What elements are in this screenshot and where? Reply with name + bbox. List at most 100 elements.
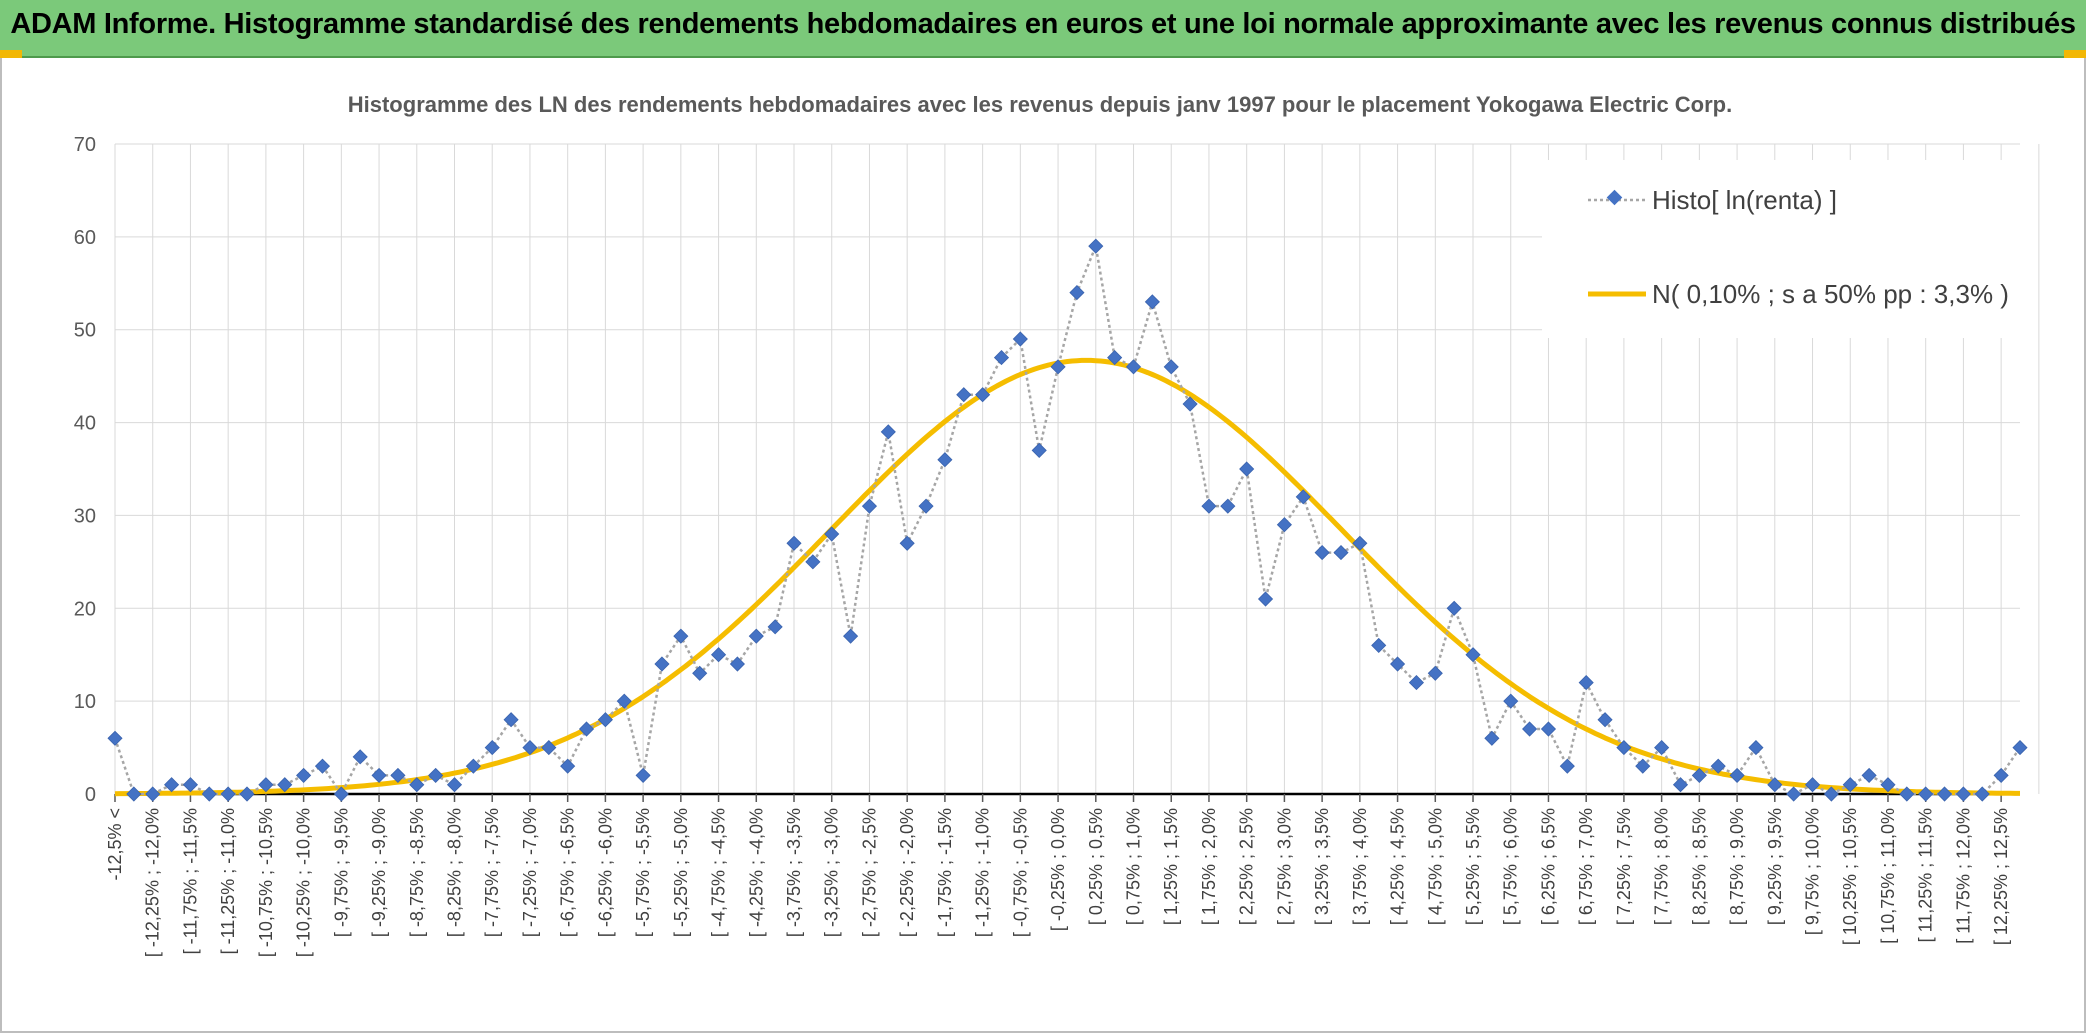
histogram-point [843,628,859,644]
histogram-point [503,712,519,728]
histogram-point [314,758,331,774]
histogram-point [1823,786,1839,802]
histogram-point [1842,777,1858,793]
x-tick-label: [ -0,25% ; 0,0% [1048,808,1068,931]
histogram-point [1578,675,1594,691]
histogram-point [729,656,745,672]
histogram-point [937,452,953,468]
x-tick-label: [ 2,75% ; 3,0% [1274,808,1294,925]
x-tick-label: [ 5,25% ; 5,5% [1463,808,1483,925]
histogram-point [1390,656,1406,672]
plot-area [107,238,2028,802]
x-tick-label: [ -5,25% ; -5,0% [671,808,691,937]
histogram-point [975,387,991,403]
x-tick-label: [ 7,25% ; 7,5% [1614,808,1634,925]
x-tick-label: [ -11,75% ; -11,5% [180,808,200,954]
histogram-point [220,786,236,802]
x-tick-label: [ 10,25% ; 10,5% [1840,808,1860,945]
histogram-point [1974,786,1990,802]
report-banner: ADAM Informe. Histogramme standardisé de… [0,0,2086,58]
histogram-point [1710,758,1726,774]
histogram-point [1597,712,1613,728]
histogram-point [899,535,915,551]
histogram-point [107,730,123,746]
histogram-point [673,628,689,644]
x-tick-label: -12,5% < [105,808,125,881]
report-title: ADAM Informe. Histogramme standardisé de… [10,8,2076,40]
histogram-point [182,777,199,793]
histogram-point [164,777,180,793]
histogram-point [1672,777,1689,793]
histogram-point [616,693,632,709]
histogram-point [1654,740,1670,756]
histogram-point [578,721,595,737]
histogram-point [597,712,613,728]
legend: Histo[ ln(renta) ] N( 0,10% ; s a 50% pp… [1542,160,2022,338]
histogram-point [1918,786,1934,802]
histogram-point [1125,359,1142,375]
x-tick-label: [ 2,25% ; 2,5% [1237,808,1257,925]
histogram-point [390,767,406,783]
x-tick-label: [ -9,25% ; -9,0% [369,808,389,937]
x-tick-label: [ 0,75% ; 1,0% [1124,808,1144,925]
x-tick-label: [ 1,25% ; 1,5% [1161,808,1181,925]
histogram-point [748,628,764,644]
histogram-point [1993,767,2009,783]
y-tick-label: 60 [74,227,96,249]
x-tick-label: [ 12,25% ; 12,5% [1991,808,2011,945]
x-tick-label: [ 10,75% ; 11,0% [1878,808,1898,944]
y-tick-label: 70 [74,134,96,156]
histogram-point [145,786,161,802]
x-tick-label: [ -7,25% ; -7,0% [520,808,540,937]
histogram-point [1955,786,1971,802]
histogram-point [1804,777,1821,793]
x-tick-label: [ -2,75% ; -2,5% [859,808,879,937]
histogram-point [993,350,1010,366]
histogram-point [1201,498,1217,514]
x-tick-label: [ 0,25% ; 0,5% [1086,808,1106,925]
histogram-point [1484,730,1500,746]
x-tick-label: [ -8,75% ; -8,5% [407,808,427,937]
x-tick-label: [ -9,75% ; -9,5% [331,808,351,937]
histogram-point [1371,637,1387,653]
histogram-point [371,767,387,783]
x-tick-label: [ 6,75% ; 7,0% [1576,808,1596,925]
chart-title: Histogramme des LN des rendements hebdom… [348,92,1732,117]
x-tick-label: [ 3,75% ; 4,0% [1350,808,1370,925]
x-tick-label: [ -3,25% ; -3,0% [822,808,842,937]
y-axis-ticks: 0 10 20 30 40 50 60 70 [74,134,96,806]
banner-corner-right [2064,50,2086,58]
x-tick-label: [ -3,75% ; -3,5% [784,808,804,937]
x-tick-label: [ -8,25% ; -8,0% [445,808,465,937]
histogram-point [956,387,972,403]
histogram-point [1540,721,1557,737]
x-tick-label: [ 8,75% ; 9,0% [1727,808,1747,925]
x-tick-label: [ -12,25% ; -12,0% [143,808,163,957]
histogram-point [654,656,670,672]
histogram-point [484,740,500,756]
x-tick-label: [ -6,75% ; -6,5% [558,808,578,937]
x-tick-label: [ 11,25% ; 11,5% [1916,808,1936,942]
x-tick-label: [ 3,25% ; 3,5% [1312,808,1332,925]
x-tick-label: [ 5,75% ; 6,0% [1501,808,1521,925]
histogram-point [1314,545,1330,561]
histogram-point [861,498,878,514]
histogram-point [1107,350,1123,366]
histogram-point [1446,600,1462,616]
histogram-point [786,535,802,551]
x-tick-label: [ 4,25% ; 4,5% [1388,808,1408,925]
y-tick-label: 20 [74,598,96,620]
histogram-point [1899,786,1915,802]
histogram-point [446,777,463,793]
histogram-point [428,767,444,783]
x-tick-label: [ 1,75% ; 2,0% [1199,808,1219,925]
histogram-point [296,767,312,783]
x-axis-ticks: -12,5% < [ -12,25% ; -12,0% [ -11,75% ; -1… [105,794,2011,957]
chart-frame [0,58,2086,1033]
histogram-point [1522,721,1538,737]
x-tick-label: [ -2,25% ; -2,0% [897,808,917,937]
histogram-point [1257,591,1274,607]
x-tick-label: [ -10,25% ; -10,0% [294,808,314,957]
normal-curve-line [114,357,2020,797]
x-tick-label: [ -11,25% ; -11,0% [218,808,238,954]
